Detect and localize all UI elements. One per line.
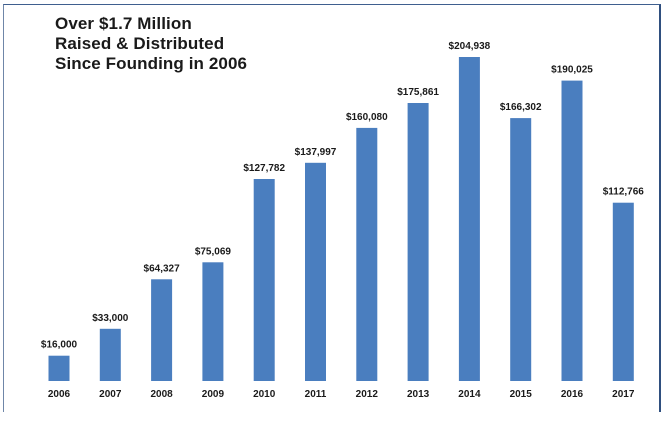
chart-title-line-3: Since Founding in 2006 — [55, 54, 248, 73]
x-tick-2016: 2016 — [561, 389, 584, 400]
x-tick-2008: 2008 — [150, 389, 173, 400]
x-tick-2013: 2013 — [407, 389, 430, 400]
bar-2016 — [561, 80, 583, 381]
bar-2007 — [99, 328, 121, 381]
data-label-2006: $16,000 — [41, 340, 78, 351]
x-tick-2012: 2012 — [356, 389, 379, 400]
bar-2014 — [458, 57, 480, 381]
x-axis-ticks: 2006 2007 2008 2009 2010 2011 2012 2013 2014 2015… — [48, 389, 635, 400]
data-label-2016: $190,025 — [551, 65, 593, 76]
chart-title-line-2: Raised & Distributed — [55, 34, 225, 53]
bar-2006 — [48, 355, 70, 381]
bar-2010 — [253, 179, 275, 381]
x-tick-2009: 2009 — [202, 389, 225, 400]
bar-2011 — [305, 162, 326, 381]
x-tick-2017: 2017 — [612, 389, 635, 400]
data-label-2012: $160,080 — [346, 112, 388, 123]
data-label-2007: $33,000 — [92, 313, 129, 324]
data-label-2008: $64,327 — [144, 263, 181, 274]
bar-2008 — [151, 279, 173, 381]
bar-2012 — [356, 127, 378, 382]
data-label-2013: $175,861 — [397, 87, 439, 98]
data-label-2011: $137,997 — [295, 147, 337, 158]
bar-2009 — [202, 262, 224, 381]
bars-group — [48, 57, 634, 382]
bar-2017 — [612, 202, 634, 381]
x-tick-2006: 2006 — [48, 389, 71, 400]
bar-2013 — [407, 103, 429, 381]
chart-title: Over $1.7 Million Raised & Distributed S… — [55, 14, 247, 74]
value-labels-group: $16,000 $33,000 $64,327 $75,069 $127,782 $137… — [41, 41, 644, 351]
x-tick-2015: 2015 — [510, 389, 533, 400]
data-label-2014: $204,938 — [449, 41, 491, 52]
bar-2015 — [510, 118, 532, 381]
x-tick-2011: 2011 — [305, 389, 327, 400]
x-tick-2010: 2010 — [253, 389, 276, 400]
data-label-2017: $112,766 — [603, 187, 645, 198]
data-label-2010: $127,782 — [243, 163, 285, 174]
x-tick-2007: 2007 — [99, 389, 122, 400]
chart-title-line-1: Over $1.7 Million — [55, 14, 192, 33]
x-tick-2014: 2014 — [458, 389, 481, 400]
data-label-2015: $166,302 — [500, 102, 542, 113]
data-label-2009: $75,069 — [195, 246, 232, 257]
